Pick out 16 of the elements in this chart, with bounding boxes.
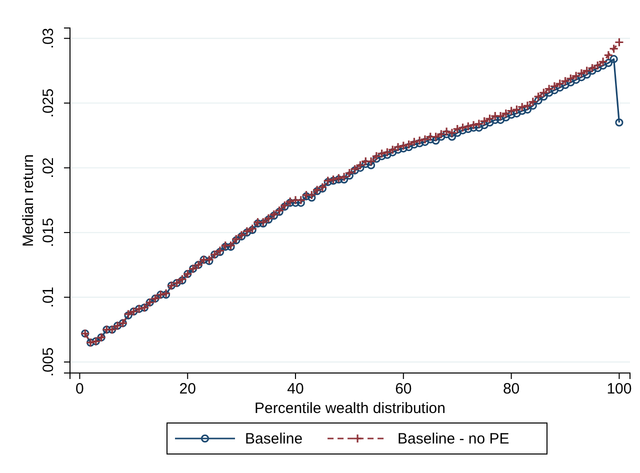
- legend-label: Baseline: [245, 430, 303, 448]
- x-axis-title: Percentile wealth distribution: [254, 400, 446, 417]
- x-tick-label: 80: [502, 380, 520, 398]
- x-tick-label: 20: [179, 380, 196, 398]
- y-tick-label: .025: [40, 88, 57, 118]
- y-tick-label: .01: [40, 286, 57, 308]
- legend-label: Baseline - no PE: [398, 430, 510, 448]
- x-tick-label: 100: [606, 380, 632, 398]
- y-tick-label: .03: [40, 28, 57, 49]
- y-tick-label: .015: [40, 218, 57, 248]
- y-axis-title: Median return: [20, 154, 37, 247]
- x-tick-label: 60: [395, 380, 412, 398]
- y-tick-label: .02: [40, 157, 57, 178]
- y-tick-label: .005: [40, 347, 57, 377]
- x-tick-label: 0: [76, 380, 84, 398]
- x-tick-label: 40: [287, 380, 304, 398]
